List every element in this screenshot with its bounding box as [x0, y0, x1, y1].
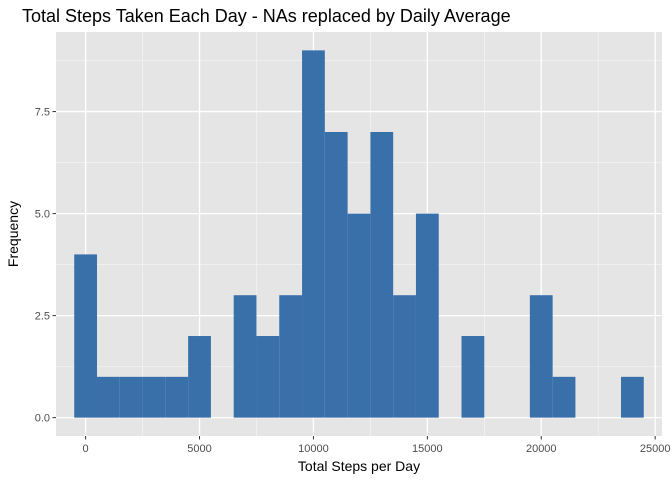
- histogram-bar: [347, 213, 371, 418]
- x-axis-title: Total Steps per Day: [298, 458, 420, 474]
- x-tick-label: 0: [83, 443, 89, 455]
- x-tick-label: 10000: [298, 443, 329, 455]
- histogram-bar: [370, 131, 394, 418]
- x-tick-label: 25000: [640, 443, 671, 455]
- histogram-bars: [74, 50, 644, 418]
- histogram-bar: [119, 376, 143, 418]
- histogram-bar: [302, 50, 325, 418]
- x-tick-label: 20000: [526, 443, 557, 455]
- histogram-bar: [461, 336, 485, 418]
- x-axis: 0 5000 10000 15000 20000 25000: [83, 436, 671, 455]
- histogram-bar: [74, 254, 98, 418]
- histogram-bar: [256, 336, 280, 418]
- x-tick-label: 15000: [412, 443, 443, 455]
- histogram-bar: [279, 295, 303, 418]
- y-axis-title: Frequency: [5, 201, 21, 267]
- y-tick-label: 7.5: [35, 107, 50, 119]
- chart-title: Total Steps Taken Each Day - NAs replace…: [22, 6, 511, 26]
- histogram-bar: [552, 376, 576, 418]
- histogram-bar: [324, 131, 348, 418]
- histogram-bar: [620, 376, 644, 418]
- histogram-bar: [415, 213, 439, 418]
- histogram-bar: [97, 376, 120, 418]
- y-tick-label: 0.0: [35, 413, 50, 425]
- y-tick-label: 5.0: [35, 209, 50, 221]
- histogram-bar: [188, 336, 211, 418]
- histogram-bar: [233, 295, 257, 418]
- histogram-bar: [393, 295, 416, 418]
- x-tick-label: 5000: [187, 443, 211, 455]
- histogram-bar: [529, 295, 553, 418]
- histogram-bar: [142, 376, 166, 418]
- y-axis: 0.0 2.5 5.0 7.5: [35, 107, 56, 425]
- y-tick-label: 2.5: [35, 311, 50, 323]
- histogram-bar: [165, 376, 189, 418]
